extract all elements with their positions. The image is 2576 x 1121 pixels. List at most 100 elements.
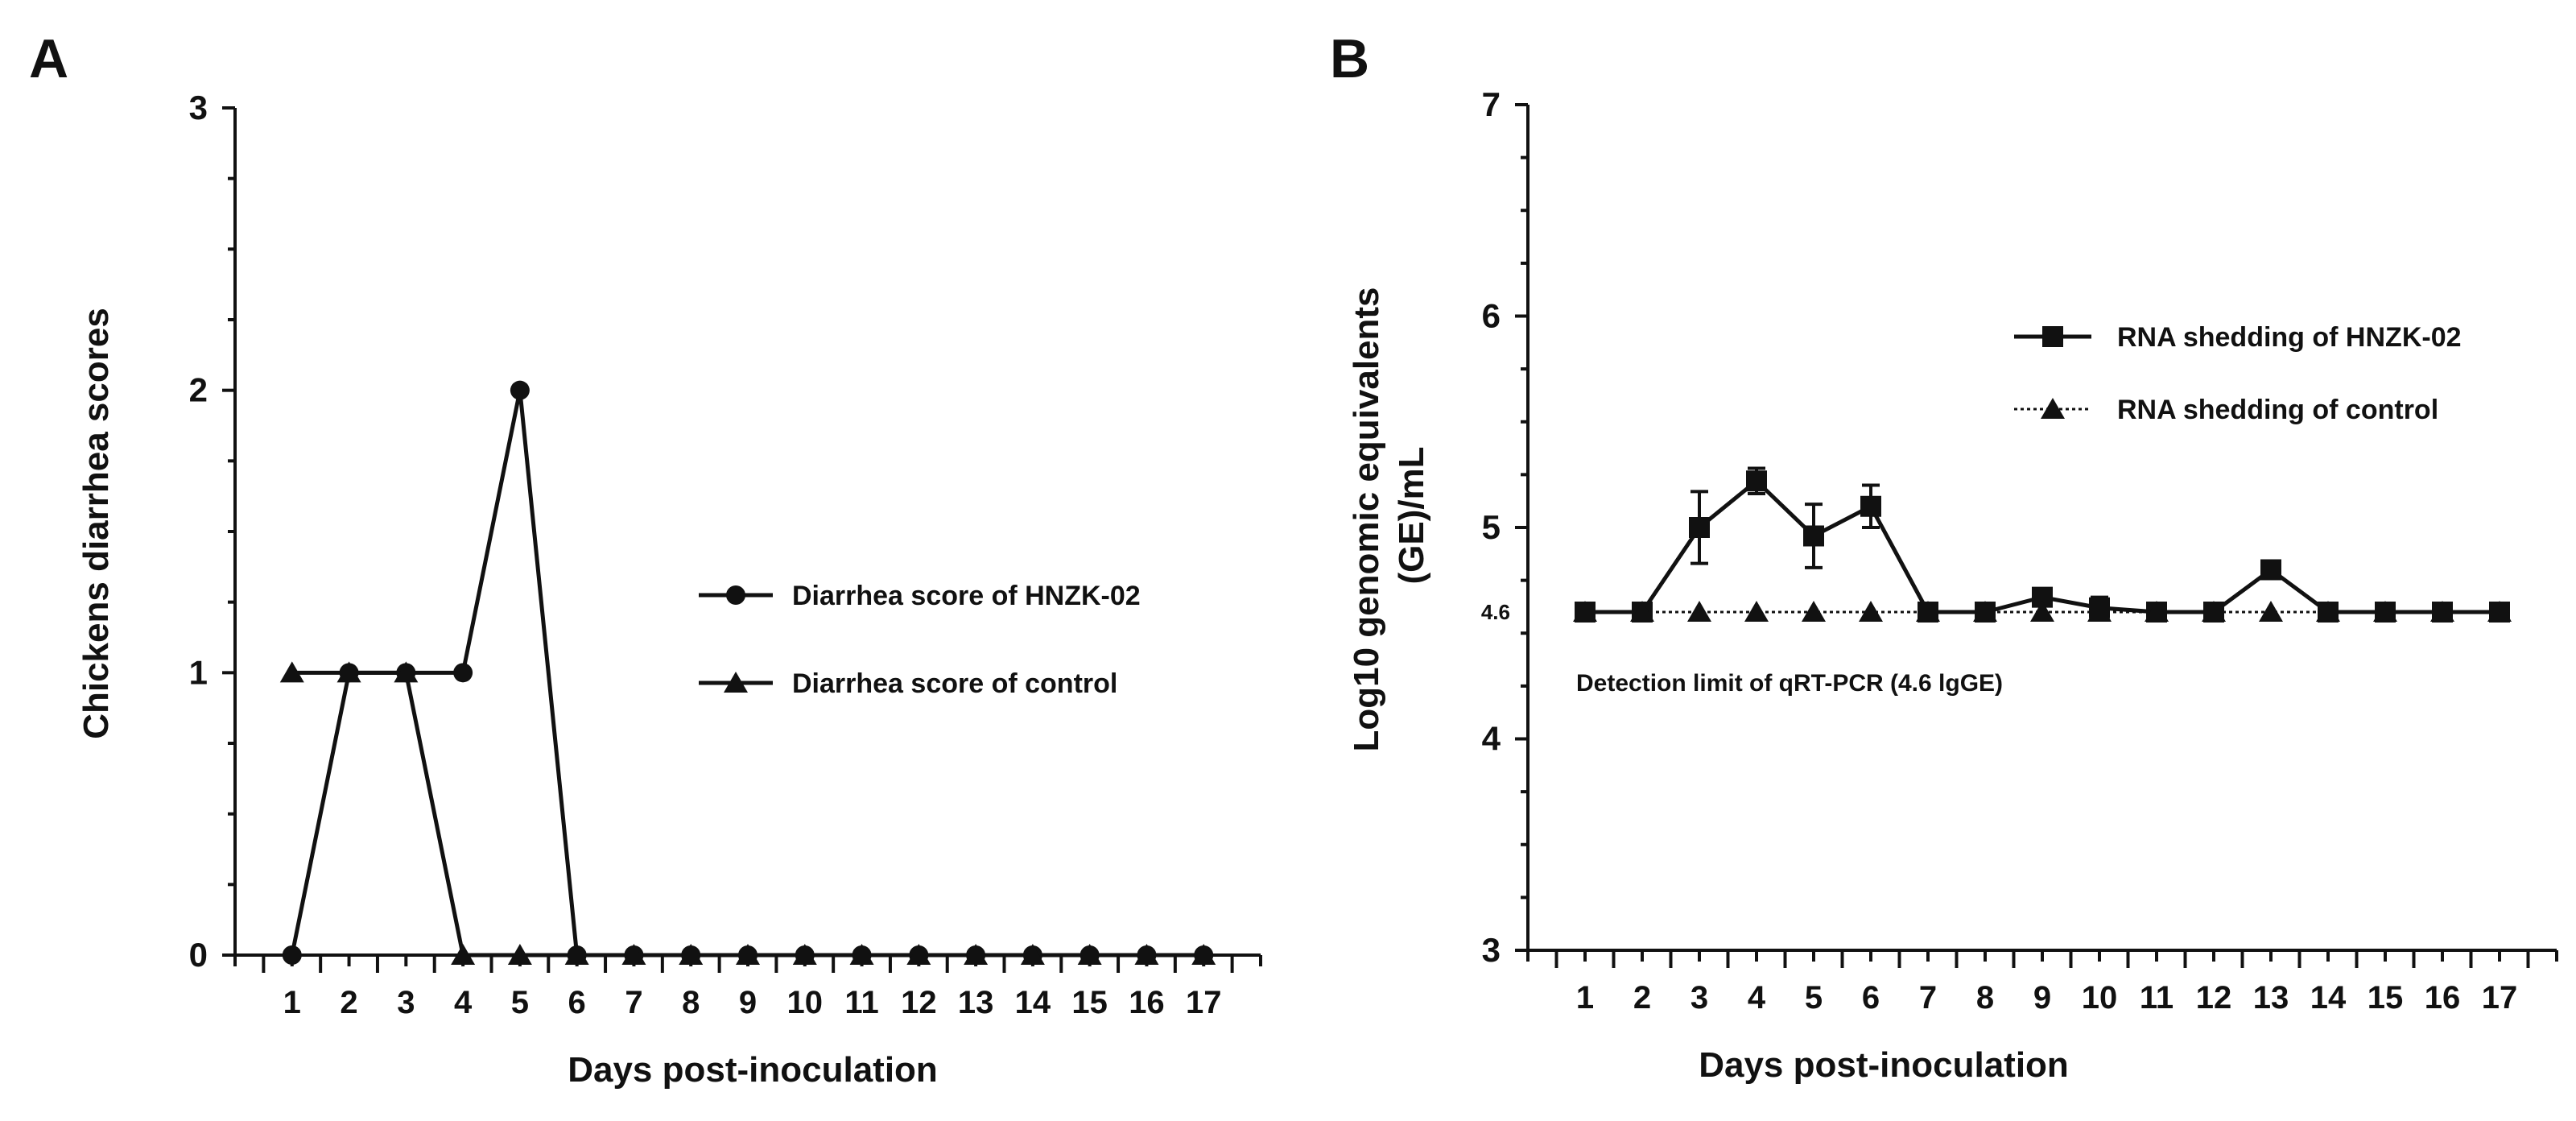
panel-a-series-2-point — [849, 944, 874, 965]
panel-a-series-1-point — [510, 380, 530, 400]
panel-b-ytick-label: 3 — [1482, 931, 1501, 969]
panel-a-series-2-point — [1191, 944, 1216, 965]
panel-a-series-2-point — [451, 944, 476, 965]
panel-b-xtick-label: 15 — [2368, 980, 2404, 1016]
panel-a-series-2-point — [564, 944, 589, 965]
panel-b-series-1-point — [1689, 517, 1710, 538]
panel-b-ytick-label: 7 — [1482, 85, 1501, 123]
panel-a-xtick-label: 13 — [958, 985, 994, 1020]
legend-a-label-1: Diarrhea score of HNZK-02 — [792, 581, 1141, 611]
panel-a-series-2-point — [1020, 944, 1045, 965]
panel-b-series-2-point — [2087, 601, 2112, 622]
panel-b: B Log10 genomic equivalents (GE)/mL Days… — [1330, 28, 2558, 1085]
panel-b-xtick-label: 12 — [2196, 980, 2232, 1016]
panel-a-ytick-label: 3 — [189, 89, 208, 126]
panel-a-xtick-label: 8 — [682, 985, 700, 1020]
panel-b-series-2-point — [1916, 601, 1940, 622]
panel-a-xtick-label: 16 — [1129, 985, 1165, 1020]
panel-a-label: A — [29, 28, 68, 89]
panel-b-series-2-point — [2373, 601, 2397, 622]
panel-b-ytick-label: 5 — [1482, 508, 1501, 546]
panel-a-xlabel: Days post-inoculation — [568, 1050, 938, 1090]
panel-b-xtick-label: 5 — [1805, 980, 1823, 1016]
panel-a-xtick-label: 4 — [454, 985, 473, 1020]
legend-a-triangle-marker — [724, 672, 748, 693]
panel-b-xtick-label: 9 — [2033, 980, 2051, 1016]
panel-b-series-2-point — [1687, 601, 1711, 622]
panel-b-series-2-point — [2145, 601, 2169, 622]
panel-a-ytick-label: 2 — [189, 371, 208, 409]
panel-b-series-2-point — [1859, 601, 1883, 622]
panel-a-series-1-point — [453, 663, 473, 683]
legend-b-triangle-marker — [2041, 398, 2065, 419]
panel-b-ytick-label-extra: 4.6 — [1481, 600, 1510, 624]
panel-b-series-1-point — [1746, 470, 1767, 492]
panel-a-xtick-label: 6 — [568, 985, 586, 1020]
panel-b-series-1-point — [1803, 525, 1824, 547]
panel-a-series-2-point — [1134, 944, 1159, 965]
panel-b-xtick-label: 3 — [1690, 980, 1708, 1016]
panel-b-xtick-label: 8 — [1976, 980, 1994, 1016]
panel-b-xtick-label: 16 — [2425, 980, 2461, 1016]
panel-a-series-2-line — [291, 670, 1204, 958]
panel-b-series-2-point — [1973, 601, 1997, 622]
panel-a-ytick-label: 0 — [189, 936, 208, 974]
panel-b-xlabel: Days post-inoculation — [1699, 1045, 2069, 1085]
panel-b-xtick-label: 17 — [2482, 980, 2518, 1016]
panel-b-xtick-label: 2 — [1633, 980, 1651, 1016]
panel-a-series-2-point — [964, 944, 989, 965]
legend-b-square-marker — [2042, 326, 2063, 347]
panel-a-xtick-label: 12 — [901, 985, 937, 1020]
panel-a-xtick-label: 5 — [511, 985, 529, 1020]
panel-b-series-2-point — [1802, 601, 1826, 622]
panel-a-xtick-label: 3 — [397, 985, 415, 1020]
panel-b-xtick-label: 1 — [1576, 980, 1594, 1016]
panel-b-xtick-label: 4 — [1748, 980, 1766, 1016]
panel-b-series-2-point — [2259, 601, 2283, 622]
panel-a-ytick-label: 1 — [189, 653, 208, 691]
panel-b-ytick-label: 4 — [1482, 720, 1501, 758]
panel-b-label: B — [1330, 28, 1369, 89]
legend-a-circle-marker — [726, 585, 745, 605]
panel-b-xtick-label: 7 — [1919, 980, 1937, 1016]
panel-a-series-2-point — [679, 944, 704, 965]
panel-b-series-1-point — [1860, 495, 1881, 517]
panel-b-xtick-label: 14 — [2310, 980, 2347, 1016]
detection-limit-annotation: Detection limit of qRT-PCR (4.6 lgGE) — [1576, 670, 2003, 697]
legend-b-label-2: RNA shedding of control — [2117, 395, 2438, 425]
panel-a-series-2-point — [736, 944, 760, 965]
panel-a-ylabel: Chickens diarrhea scores — [76, 308, 116, 739]
panel-b-series-2-point — [2030, 601, 2054, 622]
legend-b-label-1: RNA shedding of HNZK-02 — [2117, 322, 2462, 353]
panel-a-series-2-point — [336, 661, 361, 683]
panel-b-xtick-label: 13 — [2253, 980, 2289, 1016]
legend-a-label-2: Diarrhea score of control — [792, 668, 1117, 699]
panel-b-series-2-point — [2316, 601, 2340, 622]
panel-a-xtick-label: 10 — [787, 985, 824, 1020]
panel-b-series-2-point — [1630, 601, 1654, 622]
panel-b-xtick-label: 10 — [2082, 980, 2118, 1016]
panel-a-series-2-point — [394, 661, 419, 683]
panel-b-xtick-label: 6 — [1862, 980, 1880, 1016]
panel-a-xtick-label: 1 — [283, 985, 301, 1020]
panel-a-series-2-point — [507, 944, 532, 965]
panel-b-series-2-point — [2202, 601, 2226, 622]
panel-a-xtick-label: 7 — [625, 985, 642, 1020]
panel-b-ylabel-line2: (GE)/mL — [1392, 446, 1431, 584]
panel-a-xtick-label: 2 — [340, 985, 357, 1020]
panel-a-legend: Diarrhea score of HNZK-02 Diarrhea score… — [699, 581, 1141, 699]
panel-a-series-2-point — [792, 944, 817, 965]
panel-a: A Chickens diarrhea scores Days post-ino… — [29, 28, 1262, 1090]
panel-b-ytick-label: 6 — [1482, 297, 1501, 335]
panel-b-series-2-point — [2487, 601, 2512, 622]
panel-a-series-1-point — [282, 945, 302, 965]
panel-a-xtick-label: 15 — [1071, 985, 1108, 1020]
panel-b-series-2-point — [1573, 601, 1597, 622]
panel-a-xtick-label: 14 — [1015, 985, 1051, 1020]
panel-b-series-1-point — [2260, 559, 2281, 581]
panel-a-series-2-point — [906, 944, 931, 965]
panel-a-series-2-point — [279, 661, 304, 683]
